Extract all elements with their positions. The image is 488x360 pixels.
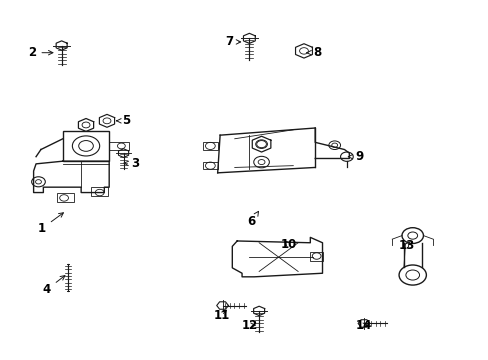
Text: 14: 14 — [355, 319, 371, 332]
Text: 5: 5 — [116, 114, 130, 127]
Text: 2: 2 — [28, 46, 53, 59]
Text: 6: 6 — [247, 211, 258, 228]
Text: 8: 8 — [306, 46, 321, 59]
Text: 1: 1 — [38, 213, 63, 235]
Text: 12: 12 — [241, 319, 257, 332]
Text: 4: 4 — [43, 276, 65, 296]
Text: 11: 11 — [213, 309, 229, 322]
Text: 10: 10 — [280, 238, 296, 251]
Text: 13: 13 — [398, 239, 414, 252]
Text: 9: 9 — [347, 150, 363, 163]
Text: 7: 7 — [224, 35, 240, 49]
Text: 3: 3 — [124, 157, 139, 170]
